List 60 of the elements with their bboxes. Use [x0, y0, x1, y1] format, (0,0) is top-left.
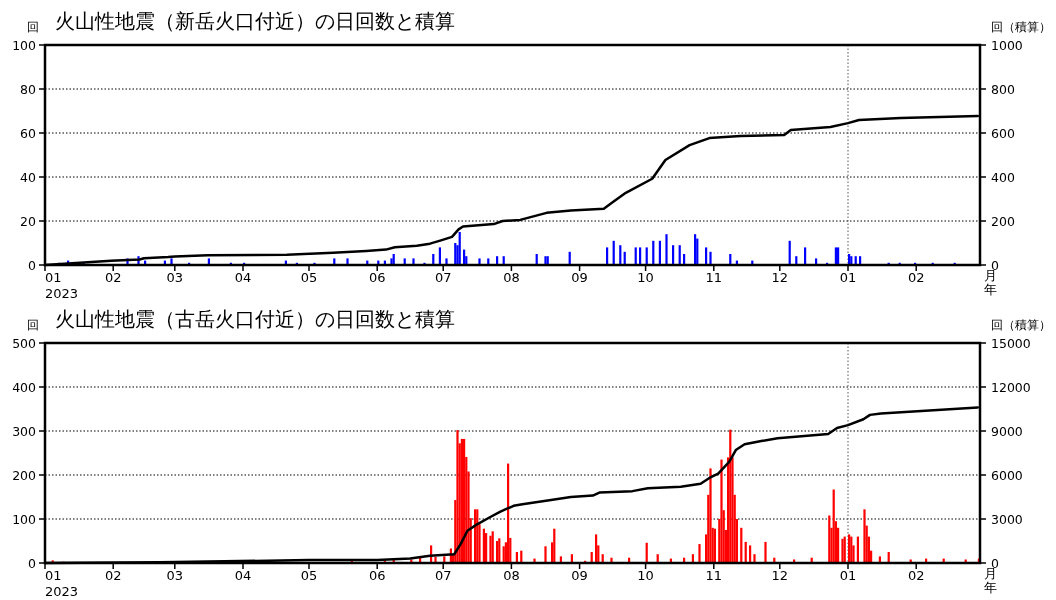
y-tick-label: 500: [12, 335, 37, 351]
x-tick-label: 07: [434, 270, 452, 285]
text: 2023: [45, 584, 79, 599]
x-tick-label: 04: [234, 270, 252, 285]
y-tick-label: 200: [12, 467, 37, 483]
y-tick-label: 300: [12, 423, 37, 439]
y2-tick-label: 1000: [991, 37, 1023, 53]
y-tick-label: 0: [28, 257, 37, 273]
y-tick-label: 0: [28, 555, 37, 571]
x-tick-label: 02: [104, 568, 122, 583]
chart-title: 火山性地震（新岳火口付近）の日回数と積算: [55, 9, 455, 33]
y2-axis-title: 回（積算）: [991, 318, 1051, 332]
x-tick-label: 04: [234, 568, 252, 583]
x-tick-label: 01: [45, 270, 62, 285]
x-tick-label: 05: [300, 568, 318, 583]
x-tick-label: 02: [907, 568, 925, 583]
y-axis-title: 回: [27, 20, 39, 34]
x-tick-label: 05: [300, 270, 318, 285]
x-tick-label: 02: [104, 270, 122, 285]
y2-tick-label: 200: [991, 213, 1015, 229]
y-tick-label: 100: [12, 37, 37, 53]
y-tick-label: 20: [20, 213, 37, 229]
x-tick-label: 11: [705, 568, 723, 583]
y-tick-label: 60: [20, 125, 37, 141]
text: 年: [984, 580, 997, 595]
x-tick-label: 12: [771, 270, 789, 285]
x-tick-label: 08: [503, 270, 520, 285]
chart-title: 火山性地震（古岳火口付近）の日回数と積算: [55, 307, 455, 331]
x-tick-label: 09: [571, 568, 588, 583]
y2-tick-label: 6000: [991, 467, 1023, 483]
y-tick-label: 40: [20, 169, 37, 185]
y2-tick-label: 400: [991, 169, 1015, 185]
y2-tick-label: 12000: [991, 379, 1031, 395]
y2-axis-title: 回（積算）: [991, 20, 1051, 34]
x-tick-label: 08: [503, 568, 520, 583]
y-tick-label: 400: [12, 379, 37, 395]
y2-tick-label: 800: [991, 81, 1015, 97]
x-tick-label: 12: [771, 568, 789, 583]
y2-tick-label: 15000: [991, 335, 1031, 351]
y-axis-title: 回: [27, 318, 39, 332]
x-tick-label: 01: [45, 568, 62, 583]
x-tick-label: 06: [368, 568, 386, 583]
y2-tick-label: 3000: [991, 511, 1023, 527]
x-tick-label: 03: [166, 270, 184, 285]
y-tick-label: 80: [20, 81, 37, 97]
y-tick-label: 100: [12, 511, 37, 527]
x-tick-label: 10: [637, 270, 654, 285]
x-tick-label: 03: [166, 568, 184, 583]
x-tick-label: 01: [839, 270, 857, 285]
y2-tick-label: 600: [991, 125, 1015, 141]
text: 2023: [45, 286, 79, 301]
x-tick-label: 09: [571, 270, 588, 285]
x-tick-label: 07: [434, 568, 452, 583]
x-tick-label: 01: [839, 568, 857, 583]
x-tick-label: 11: [705, 270, 723, 285]
x-tick-label: 06: [368, 270, 386, 285]
y2-tick-label: 9000: [991, 423, 1023, 439]
text: 年: [984, 282, 997, 297]
x-tick-label: 02: [907, 270, 925, 285]
x-tick-label: 10: [637, 568, 654, 583]
